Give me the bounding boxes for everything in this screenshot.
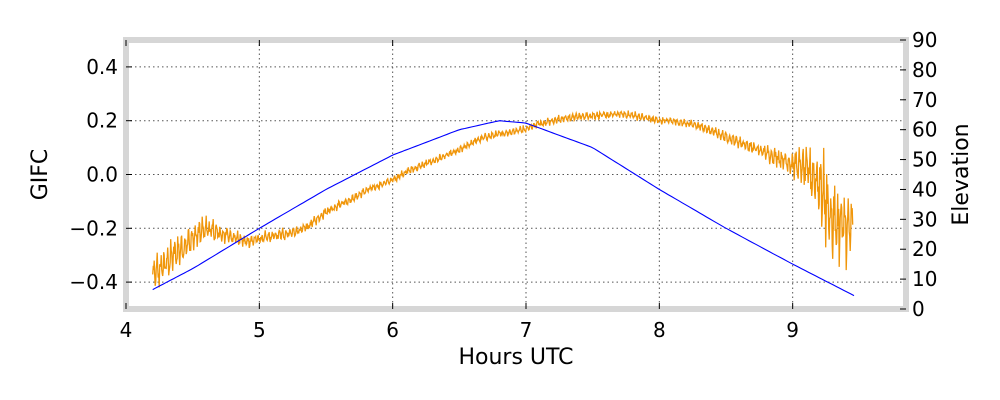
y-right-tick-label-4: 50	[912, 148, 937, 172]
y-tick-labels: 0.4 0.2 0.0 −0.2 −0.4	[69, 55, 118, 294]
x-tick-label-1: 5	[253, 318, 266, 342]
y-tick-label-3: −0.2	[69, 216, 118, 240]
y-right-tick-label-0: 90	[912, 28, 937, 52]
x-tick-label-5: 9	[786, 318, 799, 342]
y-right-tick-label-5: 40	[912, 177, 937, 201]
y-right-tick-label-7: 20	[912, 237, 937, 261]
x-tick-label-4: 8	[653, 318, 666, 342]
y-tick-label-4: −0.4	[69, 270, 118, 294]
y-right-tick-label-1: 80	[912, 58, 937, 82]
y-right-axis-label: Elevation	[949, 123, 974, 225]
y-tick-label-1: 0.2	[86, 109, 118, 133]
y-right-tick-label-9: 0	[912, 297, 925, 321]
x-tick-label-2: 6	[386, 318, 399, 342]
grid-lines	[126, 40, 906, 309]
series-line-1	[152, 120, 855, 297]
y-axis-label: GIFC	[28, 149, 53, 201]
y-right-tick-label-3: 60	[912, 118, 937, 142]
y-right-tick-label-6: 30	[912, 207, 937, 231]
x-tick-label-3: 7	[520, 318, 533, 342]
y-tick-label-0: 0.4	[86, 55, 118, 79]
series-layer	[152, 109, 855, 297]
y-tick-label-2: 0.0	[86, 163, 118, 187]
y-right-tick-labels: 90 80 70 60 50 40 30 20 10 0	[912, 28, 937, 321]
x-tick-label-0: 4	[120, 318, 133, 342]
series-line-0	[152, 109, 854, 288]
x-tick-labels: 4 5 6 7 8 9	[120, 318, 799, 342]
y-right-tick-label-8: 10	[912, 267, 937, 291]
tick-marks	[125, 39, 906, 310]
y-right-tick-label-2: 70	[912, 88, 937, 112]
x-axis-label: Hours UTC	[458, 345, 573, 370]
